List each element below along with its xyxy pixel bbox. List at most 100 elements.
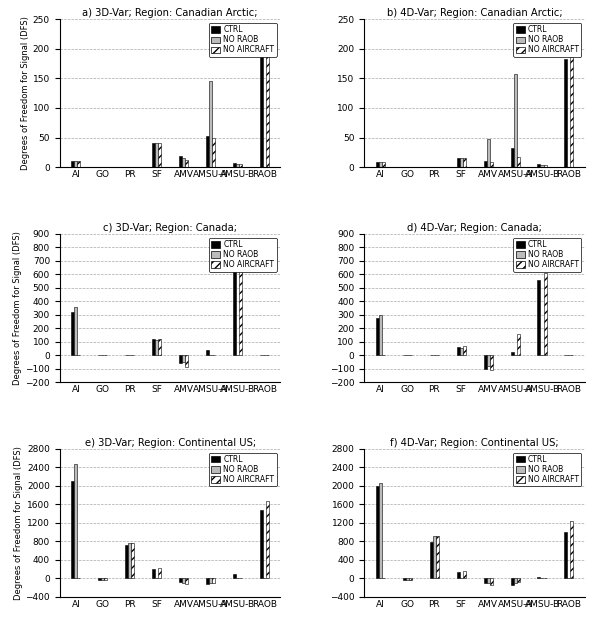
- Bar: [463, 157, 466, 167]
- Bar: [376, 162, 379, 167]
- Bar: [179, 156, 182, 167]
- Bar: [564, 59, 567, 167]
- Bar: [260, 510, 263, 578]
- Bar: [206, 578, 209, 584]
- Legend: CTRL, NO RAOB, NO AIRCRAFT: CTRL, NO RAOB, NO AIRCRAFT: [513, 453, 581, 486]
- Bar: [158, 143, 161, 167]
- Bar: [152, 143, 155, 167]
- Legend: CTRL, NO RAOB, NO AIRCRAFT: CTRL, NO RAOB, NO AIRCRAFT: [513, 23, 581, 57]
- Bar: [104, 578, 107, 580]
- Bar: [460, 348, 463, 355]
- Bar: [125, 545, 128, 578]
- Bar: [185, 159, 188, 167]
- Bar: [212, 578, 215, 582]
- Title: b) 4D-Var; Region: Canadian Arctic;: b) 4D-Var; Region: Canadian Arctic;: [387, 8, 562, 18]
- Bar: [564, 532, 567, 578]
- Bar: [266, 53, 269, 167]
- Bar: [131, 543, 134, 578]
- Bar: [75, 161, 78, 167]
- Title: f) 4D-Var; Region: Continental US;: f) 4D-Var; Region: Continental US;: [390, 438, 559, 448]
- Bar: [537, 279, 540, 355]
- Title: d) 4D-Var; Region: Canada;: d) 4D-Var; Region: Canada;: [407, 223, 542, 233]
- Bar: [540, 165, 543, 167]
- Bar: [430, 542, 433, 578]
- Bar: [433, 536, 436, 578]
- Bar: [487, 578, 490, 583]
- Bar: [182, 578, 185, 582]
- Bar: [484, 578, 487, 583]
- Bar: [239, 261, 242, 355]
- Bar: [152, 569, 155, 578]
- Bar: [179, 355, 182, 363]
- Bar: [236, 164, 239, 167]
- Bar: [537, 164, 540, 167]
- Bar: [570, 57, 574, 167]
- Bar: [158, 339, 161, 355]
- Bar: [537, 577, 540, 578]
- Y-axis label: Degrees of Freedom for Signal (DFS): Degrees of Freedom for Signal (DFS): [14, 231, 23, 385]
- Bar: [379, 163, 382, 167]
- Bar: [182, 158, 185, 167]
- Bar: [516, 578, 519, 582]
- Bar: [516, 157, 519, 167]
- Bar: [158, 568, 161, 578]
- Bar: [152, 339, 155, 355]
- Bar: [510, 578, 513, 585]
- Bar: [71, 161, 75, 167]
- Bar: [71, 481, 75, 578]
- Bar: [155, 143, 158, 167]
- Bar: [490, 578, 493, 585]
- Bar: [233, 574, 236, 578]
- Bar: [266, 500, 269, 578]
- Title: e) 3D-Var; Region: Continental US;: e) 3D-Var; Region: Continental US;: [85, 438, 256, 448]
- Bar: [233, 163, 236, 167]
- Bar: [75, 307, 78, 355]
- Bar: [239, 164, 242, 167]
- Bar: [101, 578, 104, 580]
- Bar: [457, 158, 460, 167]
- Bar: [209, 578, 212, 582]
- Bar: [436, 536, 439, 578]
- Bar: [487, 355, 490, 366]
- Bar: [179, 578, 182, 582]
- Bar: [75, 464, 78, 578]
- Bar: [379, 315, 382, 355]
- Bar: [463, 572, 466, 578]
- Bar: [206, 137, 209, 167]
- Legend: CTRL, NO RAOB, NO AIRCRAFT: CTRL, NO RAOB, NO AIRCRAFT: [209, 237, 276, 272]
- Bar: [484, 355, 487, 368]
- Bar: [155, 340, 158, 355]
- Y-axis label: Degrees of Freedom for Signal (DFS): Degrees of Freedom for Signal (DFS): [21, 17, 30, 170]
- Title: a) 3D-Var; Region: Canadian Arctic;: a) 3D-Var; Region: Canadian Arctic;: [82, 8, 258, 18]
- Bar: [99, 578, 101, 580]
- Bar: [182, 355, 185, 362]
- Bar: [516, 333, 519, 355]
- Bar: [490, 162, 493, 167]
- Bar: [212, 138, 215, 167]
- Bar: [570, 521, 574, 578]
- Bar: [260, 55, 263, 167]
- Bar: [543, 165, 546, 167]
- Bar: [406, 578, 409, 580]
- Legend: CTRL, NO RAOB, NO AIRCRAFT: CTRL, NO RAOB, NO AIRCRAFT: [209, 23, 276, 57]
- Bar: [209, 81, 212, 167]
- Bar: [233, 269, 236, 355]
- Bar: [513, 578, 516, 583]
- Bar: [457, 572, 460, 578]
- Y-axis label: Degrees of Freedom for Signal (DFS): Degrees of Freedom for Signal (DFS): [14, 446, 23, 599]
- Bar: [490, 355, 493, 370]
- Bar: [403, 578, 406, 580]
- Bar: [457, 347, 460, 355]
- Bar: [185, 578, 188, 584]
- Bar: [71, 312, 75, 355]
- Bar: [78, 161, 81, 167]
- Legend: CTRL, NO RAOB, NO AIRCRAFT: CTRL, NO RAOB, NO AIRCRAFT: [209, 453, 276, 486]
- Bar: [128, 543, 131, 578]
- Legend: CTRL, NO RAOB, NO AIRCRAFT: CTRL, NO RAOB, NO AIRCRAFT: [513, 237, 581, 272]
- Bar: [185, 355, 188, 367]
- Bar: [513, 74, 516, 167]
- Bar: [376, 318, 379, 355]
- Bar: [487, 139, 490, 167]
- Bar: [510, 352, 513, 355]
- Bar: [382, 163, 385, 167]
